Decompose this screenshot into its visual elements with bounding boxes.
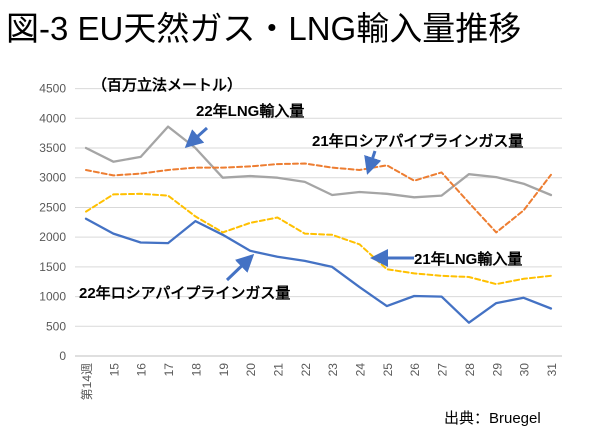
- svg-text:22: 22: [299, 363, 313, 377]
- svg-text:29: 29: [490, 363, 504, 377]
- annotation-label-3: 22年ロシアパイプラインガス量: [79, 285, 291, 302]
- svg-text:2500: 2500: [39, 200, 66, 214]
- svg-text:20: 20: [244, 363, 258, 377]
- gridlines: [75, 88, 562, 357]
- svg-text:16: 16: [135, 363, 149, 377]
- annotation-label-0: 22年LNG輸入量: [196, 103, 305, 120]
- svg-text:4000: 4000: [39, 111, 66, 125]
- svg-text:1500: 1500: [39, 260, 66, 274]
- svg-text:24: 24: [354, 363, 368, 377]
- svg-text:30: 30: [518, 363, 532, 377]
- svg-text:27: 27: [436, 363, 450, 377]
- svg-text:28: 28: [463, 363, 477, 377]
- svg-text:1000: 1000: [39, 290, 66, 304]
- svg-text:18: 18: [189, 363, 203, 377]
- svg-text:17: 17: [162, 363, 176, 377]
- svg-text:25: 25: [381, 363, 395, 377]
- unit-label: （百万立法メートル）: [92, 77, 243, 94]
- svg-text:3000: 3000: [39, 171, 66, 185]
- svg-text:15: 15: [107, 363, 121, 377]
- source-credit: 出典：Bruegel: [444, 410, 541, 427]
- svg-text:21: 21: [271, 363, 285, 377]
- series-line-0: [84, 125, 553, 199]
- series-line-2: [85, 192, 552, 286]
- y-axis-tick-labels: 0 500 1000 1500 2000 2500 3000 3500 4000 4500: [39, 82, 66, 363]
- svg-text:19: 19: [217, 363, 231, 377]
- svg-text:31: 31: [545, 363, 559, 377]
- page-title: 図-3 EU天然ガス・LNG輸入量推移: [6, 10, 522, 47]
- svg-text:23: 23: [326, 363, 340, 377]
- x-axis-tick-labels: 第14週 15 16 17 18 19 20 21 22 23 24 25 26 27 28 29 30 31: [80, 363, 559, 401]
- svg-text:500: 500: [46, 319, 66, 333]
- annotation-arrow-icon: [364, 150, 382, 175]
- annotation-label-2: 21年LNG輸入量: [414, 251, 523, 268]
- svg-text:0: 0: [59, 349, 66, 363]
- svg-text:3500: 3500: [39, 141, 66, 155]
- svg-text:26: 26: [408, 363, 422, 377]
- series-line-3: [84, 217, 553, 324]
- annotation-arrow-icon: [184, 126, 209, 149]
- svg-text:第14週: 第14週: [80, 363, 94, 400]
- svg-text:2000: 2000: [39, 230, 66, 244]
- series-line-1: [85, 162, 552, 234]
- annotation-label-1: 21年ロシアパイプラインガス量: [312, 133, 524, 150]
- svg-text:4500: 4500: [39, 82, 66, 96]
- annotation-arrow-icon: [225, 253, 255, 282]
